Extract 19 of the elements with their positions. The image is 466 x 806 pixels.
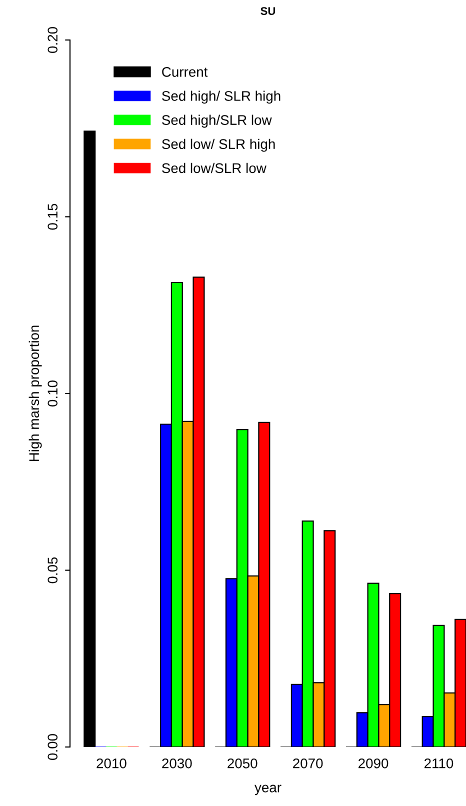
y-tick-label: 0.00 (48, 734, 58, 760)
y-tick-label: 0.15 (48, 204, 58, 230)
y-tick-label: 0.05 (48, 557, 58, 584)
x-tick-label: 2090 (358, 758, 388, 768)
y-tick-label: 0.20 (48, 27, 58, 53)
legend-label: Sed low/ SLR high (162, 138, 275, 152)
y-tick-label: 0.10 (48, 380, 58, 406)
x-tick-label: 2070 (293, 758, 323, 768)
legend-label: Current (162, 67, 208, 77)
legend-label: Sed low/SLR low (162, 162, 266, 174)
x-tick-label: 2110 (424, 758, 454, 768)
x-tick-label: 2050 (228, 758, 258, 768)
x-tick-label: 2030 (162, 758, 192, 768)
x-tick-label: 2010 (96, 758, 126, 768)
y-axis-title: High marsh proportion (28, 326, 42, 462)
chart-title: SU (260, 7, 276, 15)
legend-label: Sed high/SLR low (162, 114, 272, 128)
legend-label: Sed high/ SLR high (162, 90, 280, 104)
x-axis-title: year (254, 784, 282, 796)
